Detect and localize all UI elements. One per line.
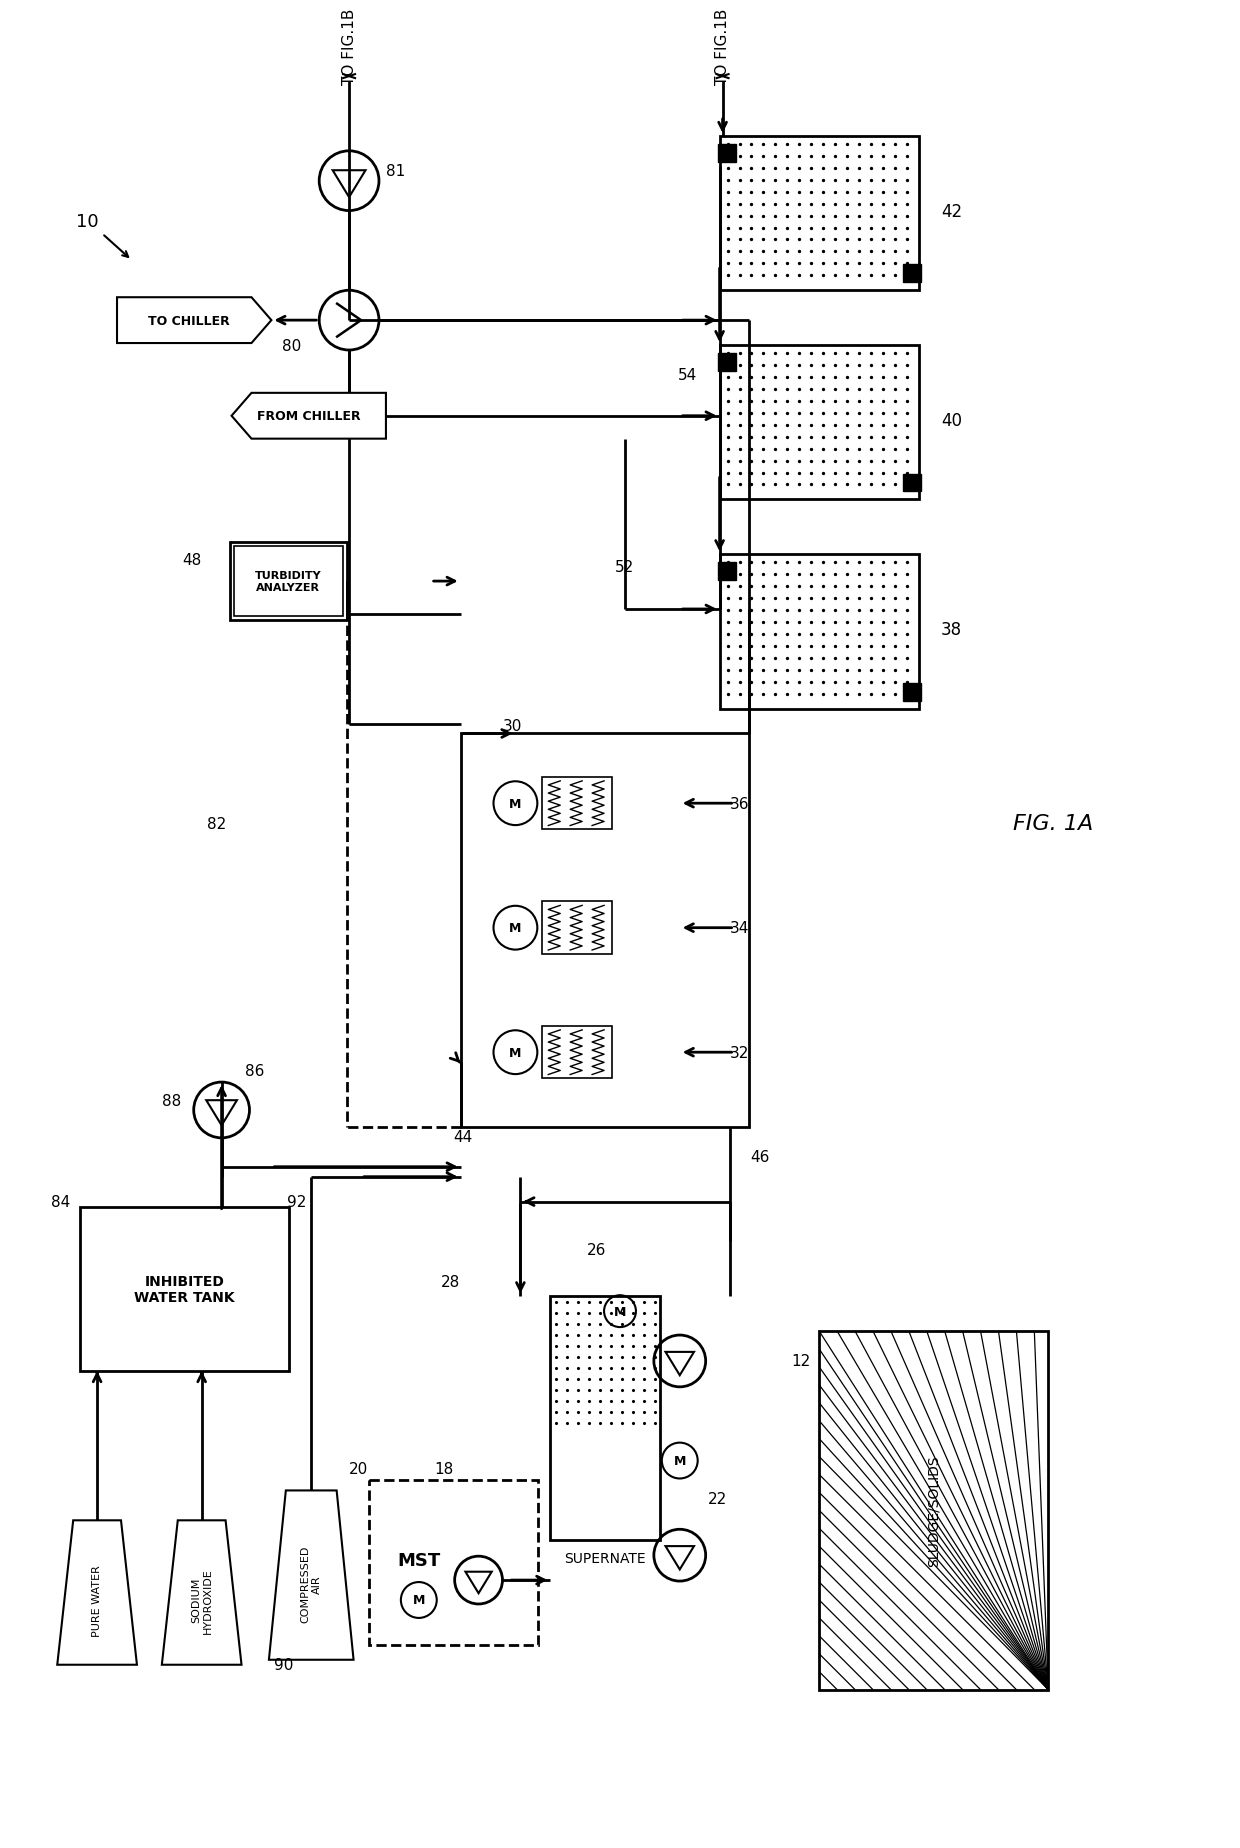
Text: SLUDGE/SOLIDS: SLUDGE/SOLIDS (926, 1454, 941, 1567)
Bar (718, 564, 735, 580)
Text: 32: 32 (730, 1046, 749, 1061)
Text: COMPRESSED
AIR: COMPRESSED AIR (300, 1545, 322, 1623)
Text: INHIBITED
WATER TANK: INHIBITED WATER TANK (134, 1273, 236, 1305)
Bar (903, 684, 921, 700)
Text: 48: 48 (182, 553, 201, 567)
Polygon shape (269, 1491, 353, 1660)
Text: 90: 90 (274, 1658, 293, 1672)
Text: 20: 20 (348, 1462, 368, 1477)
Bar (719, 554, 919, 710)
Text: 22: 22 (708, 1491, 727, 1506)
Text: M: M (510, 796, 522, 809)
Bar (460, 734, 749, 1127)
Text: TURBIDITY
ANALYZER: TURBIDITY ANALYZER (255, 571, 321, 593)
Text: M: M (614, 1305, 626, 1318)
Text: 28: 28 (441, 1273, 460, 1290)
Text: 36: 36 (730, 796, 749, 811)
Bar (903, 266, 921, 283)
Bar (81, 1207, 289, 1371)
Text: 80: 80 (281, 338, 301, 353)
Text: 81: 81 (387, 164, 405, 179)
Polygon shape (232, 394, 386, 440)
Text: SODIUM
HYDROXIDE: SODIUM HYDROXIDE (191, 1567, 212, 1634)
Text: 84: 84 (51, 1194, 69, 1209)
Text: 12: 12 (791, 1355, 811, 1369)
Text: M: M (413, 1593, 425, 1606)
Bar (903, 475, 921, 492)
Text: 30: 30 (502, 719, 522, 734)
Text: 38: 38 (941, 621, 962, 639)
Bar (718, 144, 735, 163)
Bar (233, 547, 343, 617)
Text: 92: 92 (286, 1194, 306, 1209)
Text: 54: 54 (678, 368, 697, 383)
Text: 82: 82 (207, 817, 226, 832)
Text: 18: 18 (434, 1462, 454, 1477)
Text: 34: 34 (730, 920, 749, 935)
Text: TO CHILLER: TO CHILLER (149, 314, 231, 327)
Text: 42: 42 (941, 203, 962, 220)
Bar (542, 902, 613, 954)
Text: TO FIG.1B: TO FIG.1B (715, 9, 730, 85)
Text: FROM CHILLER: FROM CHILLER (257, 410, 361, 423)
Bar (542, 778, 613, 830)
Text: 44: 44 (453, 1129, 472, 1144)
Bar (820, 1331, 1048, 1689)
Text: 40: 40 (941, 412, 962, 429)
Text: FIG. 1A: FIG. 1A (1013, 813, 1094, 833)
Polygon shape (57, 1521, 136, 1665)
Bar (542, 1026, 613, 1079)
Text: MST: MST (397, 1550, 440, 1569)
Bar (718, 353, 735, 371)
Text: M: M (510, 922, 522, 935)
Bar (229, 543, 347, 621)
Text: SUPERNATE: SUPERNATE (564, 1550, 646, 1565)
Polygon shape (117, 298, 272, 344)
Bar (719, 346, 919, 501)
Text: M: M (510, 1046, 522, 1059)
Text: 52: 52 (615, 560, 635, 575)
Text: 26: 26 (587, 1242, 606, 1257)
Bar (719, 137, 919, 292)
Text: M: M (673, 1454, 686, 1467)
Text: PURE WATER: PURE WATER (92, 1563, 102, 1635)
Text: 86: 86 (244, 1063, 264, 1077)
Text: TO FIG.1B: TO FIG.1B (341, 9, 357, 85)
Bar (370, 1480, 538, 1645)
Bar (551, 1297, 660, 1541)
Text: 46: 46 (750, 1149, 769, 1164)
Text: 10: 10 (76, 213, 98, 231)
Polygon shape (162, 1521, 242, 1665)
Text: 88: 88 (162, 1092, 181, 1109)
